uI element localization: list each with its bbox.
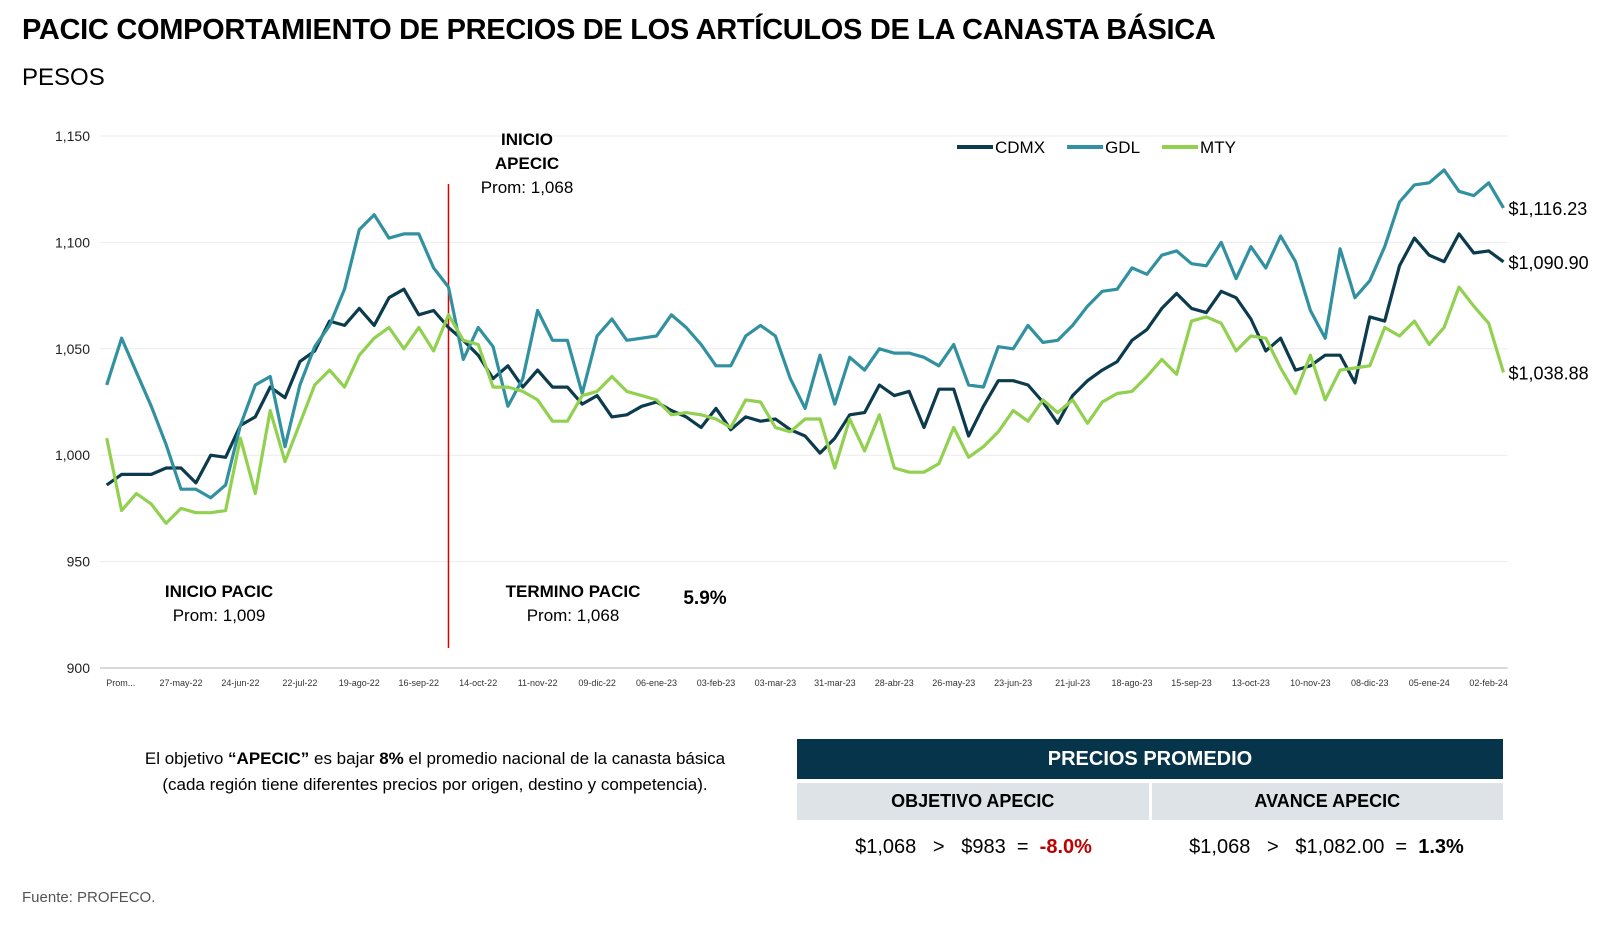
legend-label-mty: MTY xyxy=(1200,138,1236,157)
x-tick-label: 03-feb-23 xyxy=(697,678,736,688)
y-axis-labels: 1,150 1,100 1,050 1,000 950 900 xyxy=(55,128,90,676)
inicio-pacic-title: INICIO PACIC xyxy=(164,582,274,601)
col-objetivo-title: OBJETIVO APECIC xyxy=(797,783,1149,820)
termino-pacic-prom: Prom: 1,068 xyxy=(526,606,620,625)
x-tick-label: 24-jun-22 xyxy=(221,678,259,688)
x-tick-label: 26-may-23 xyxy=(932,678,975,688)
x-tick-label: 16-sep-22 xyxy=(398,678,439,688)
page-title: PACIC COMPORTAMIENTO DE PRECIOS DE LOS A… xyxy=(22,14,1216,46)
x-tick-label: 18-ago-23 xyxy=(1112,678,1153,688)
x-tick-label: 06-ene-23 xyxy=(636,678,677,688)
avance-result: 1.3% xyxy=(1418,836,1464,858)
end-label-mty: $1,038.88 xyxy=(1509,363,1589,383)
series-lines xyxy=(105,168,1506,648)
inicio-apecic-prom: Prom: 1,068 xyxy=(480,178,574,197)
x-tick-label: 23-jun-23 xyxy=(994,678,1032,688)
table-header: PRECIOS PROMEDIO xyxy=(797,739,1503,779)
objetivo-value: $1,068 > $983 = -8.0% xyxy=(797,832,1150,862)
termino-pacic-title: TERMINO PACIC xyxy=(505,582,641,601)
inicio-pacic-prom: Prom: 1,009 xyxy=(172,606,266,625)
desc-bold-pct: 8% xyxy=(379,749,404,768)
objetivo-expr: $1,068 > $983 = xyxy=(855,836,1040,858)
avance-expr: $1,068 > $1,082.00 = xyxy=(1189,836,1419,858)
y-tick-label: 1,150 xyxy=(55,128,90,144)
legend-label-gdl: GDL xyxy=(1105,138,1140,157)
x-tick-label: 14-oct-22 xyxy=(459,678,497,688)
objective-description: El objetivo “APECIC” es bajar 8% el prom… xyxy=(130,746,740,798)
desc-part-2: es bajar xyxy=(309,749,380,768)
annotation-inicio-apecic: INICIO APECIC Prom: 1,068 xyxy=(481,128,574,200)
series-line-gdl xyxy=(105,168,1505,500)
unit-subtitle: PESOS xyxy=(22,64,105,91)
x-tick-label: 09-dic-22 xyxy=(578,678,616,688)
series-line-mty xyxy=(105,285,1506,525)
x-tick-label: 27-may-22 xyxy=(159,678,202,688)
x-tick-label: 31-mar-23 xyxy=(814,678,856,688)
end-label-cdmx: $1,090.90 xyxy=(1509,253,1589,273)
x-tick-label: 28-abr-23 xyxy=(875,678,914,688)
x-tick-label: 21-jul-23 xyxy=(1055,678,1090,688)
series-line-cdmx xyxy=(105,232,1505,487)
gridlines xyxy=(100,135,1508,669)
x-tick-label: 15-sep-23 xyxy=(1171,678,1212,688)
x-axis-labels: Prom... 27-may-22 24-jun-22 22-jul-22 19-ago… xyxy=(106,678,1508,688)
x-tick-label: 03-mar-23 xyxy=(755,678,797,688)
y-tick-label: 1,100 xyxy=(55,234,90,250)
end-label-gdl: $1,116.23 xyxy=(1509,199,1588,219)
desc-part-1: El objetivo xyxy=(144,749,229,768)
y-tick-label: 1,050 xyxy=(55,341,90,357)
legend: CDMX GDL MTY xyxy=(957,138,1236,157)
x-tick-label: 22-jul-22 xyxy=(282,678,317,688)
desc-bold-apecic: “APECIC” xyxy=(228,749,310,768)
y-tick-label: 1,000 xyxy=(55,447,90,463)
inicio-apecic-title-2: APECIC xyxy=(494,154,560,173)
x-tick-label: 05-ene-24 xyxy=(1409,678,1450,688)
x-tick-label: Prom... xyxy=(106,678,135,688)
legend-label-cdmx: CDMX xyxy=(995,138,1045,157)
x-tick-label: 19-ago-22 xyxy=(339,678,380,688)
average-prices-table: PRECIOS PROMEDIO OBJETIVO APECIC AVANCE … xyxy=(797,739,1503,862)
annotation-inicio-pacic: INICIO PACIC Prom: 1,009 xyxy=(165,580,273,628)
source-note: Fuente: PROFECO. xyxy=(22,889,156,906)
x-tick-label: 11-nov-22 xyxy=(518,678,558,688)
inicio-apecic-title-1: INICIO xyxy=(501,130,553,149)
col-avance-title: AVANCE APECIC xyxy=(1151,783,1503,820)
x-tick-label: 10-nov-23 xyxy=(1290,678,1331,688)
x-tick-label: 08-dic-23 xyxy=(1351,678,1389,688)
x-tick-label: 13-oct-23 xyxy=(1232,678,1270,688)
avance-value: $1,068 > $1,082.00 = 1.3% xyxy=(1150,832,1503,862)
y-tick-label: 900 xyxy=(67,660,91,676)
change-percentage: 5.9% xyxy=(683,588,727,609)
y-tick-label: 950 xyxy=(67,554,91,570)
end-value-labels: $1,090.90 $1,116.23 $1,038.88 xyxy=(1509,199,1589,384)
annotation-termino-pacic: TERMINO PACIC Prom: 1,068 xyxy=(506,580,641,628)
objetivo-result: -8.0% xyxy=(1039,836,1092,858)
desc-part-3: el promedio nacional de la canasta básic… xyxy=(162,749,726,794)
x-tick-label: 02-feb-24 xyxy=(1469,678,1508,688)
